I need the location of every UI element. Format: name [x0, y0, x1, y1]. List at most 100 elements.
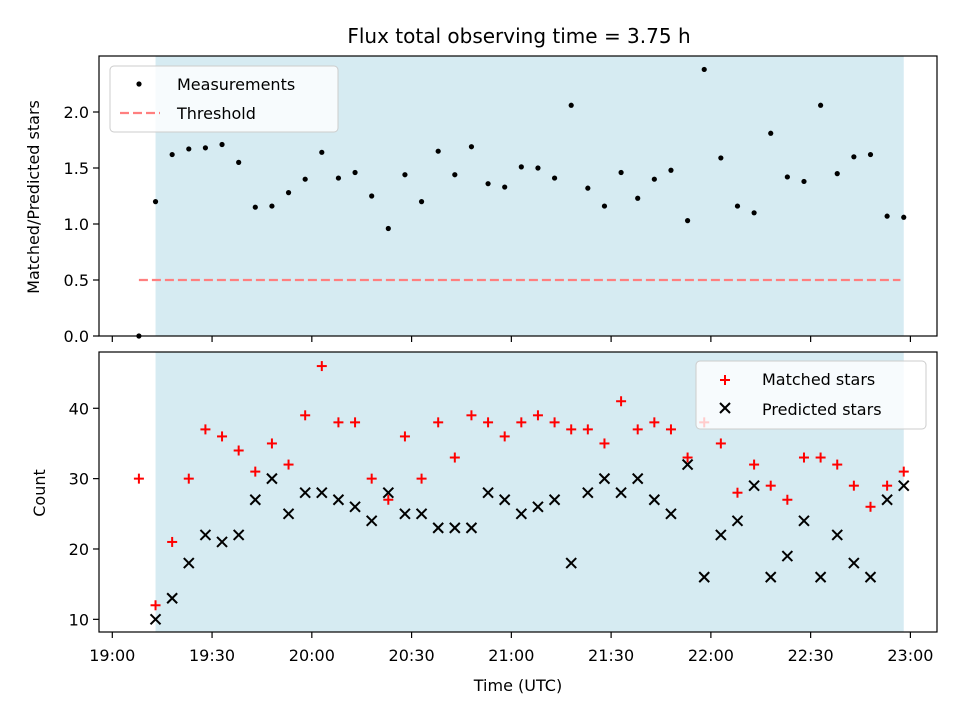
predicted-star-point: [648, 494, 661, 506]
matched-star-point: [566, 424, 577, 435]
measurement-point: [668, 167, 674, 173]
predicted-star-point: [432, 522, 444, 534]
matched-star-point: [266, 438, 277, 449]
matched-star-point: [848, 480, 859, 491]
matched-star-point: [715, 438, 726, 449]
x-tick-label: 20:30: [389, 646, 435, 665]
x-tick-label: 20:00: [289, 646, 335, 665]
measurement-point: [784, 174, 790, 180]
measurement-point: [418, 199, 425, 205]
x-tick-label: 22:30: [788, 646, 834, 665]
y-tick-label: 1.5: [64, 159, 89, 178]
predicted-star-point: [615, 486, 627, 499]
measurement-point: [635, 195, 641, 201]
matched-star-point: [217, 431, 228, 442]
matched-star-point: [665, 424, 676, 435]
predicted-star-point: [532, 501, 544, 513]
legend-measurements-label: Measurements: [177, 75, 295, 94]
measurement-point: [202, 145, 209, 151]
measurement-point: [867, 151, 874, 158]
measurement-point: [219, 141, 225, 148]
measurement-point: [468, 144, 475, 150]
predicted-star-point: [848, 557, 860, 569]
matched-star-point: [150, 600, 161, 611]
predicted-star-point: [166, 592, 178, 604]
predicted-star-point: [698, 571, 710, 583]
matched-star-point: [466, 410, 477, 421]
predicted-star-point: [382, 486, 395, 499]
measurement-point: [152, 199, 159, 205]
matched-star-point: [549, 417, 560, 428]
predicted-star-point: [299, 486, 311, 499]
matched-star-point: [449, 452, 460, 463]
matched-star-point: [599, 438, 610, 449]
measurement-point: [502, 184, 508, 190]
x-tick-label: 21:30: [588, 646, 634, 665]
matched-star-point: [798, 452, 809, 463]
x-tick-label: 21:00: [488, 646, 534, 665]
matched-star-point: [516, 417, 527, 428]
matched-star-point: [433, 417, 444, 428]
y-tick-label: 10: [69, 610, 89, 629]
predicted-star-point: [898, 479, 910, 492]
predicted-star-point: [282, 508, 295, 520]
matched-star-point: [532, 410, 543, 421]
measurement-point: [551, 175, 558, 181]
predicted-star-point: [482, 486, 494, 499]
measurement-point: [701, 66, 707, 73]
y-tick-label: 20: [69, 540, 89, 559]
predicted-star-point: [582, 486, 594, 499]
matched-star-point: [765, 480, 776, 491]
legend-box: [695, 360, 927, 430]
legend-measurement-marker: [136, 81, 142, 87]
matched-star-point: [832, 459, 843, 470]
measurement-point: [452, 172, 458, 178]
matched-star-point: [483, 417, 494, 428]
measurement-point: [618, 169, 624, 176]
measurement-point: [269, 203, 275, 209]
measurement-point: [718, 155, 724, 161]
measurement-point: [485, 181, 491, 187]
predicted-star-point: [681, 458, 694, 471]
predicted-star-point: [498, 494, 511, 506]
predicted-star-point: [565, 557, 577, 569]
matched-star-point: [898, 466, 909, 477]
legend-matched-marker: [720, 375, 730, 385]
y-tick-label: 30: [69, 470, 89, 489]
measurement-point: [169, 151, 175, 158]
y-tick-label: 1.0: [64, 215, 89, 234]
matched-star-point: [616, 396, 627, 407]
predicted-star-point: [864, 571, 877, 583]
matched-star-point: [183, 473, 194, 484]
predicted-star-point: [249, 494, 262, 506]
measurement-point: [901, 214, 907, 220]
count-panel-y-label: Count: [30, 469, 49, 517]
legend-matched-label: Matched stars: [762, 370, 875, 389]
predicted-star-point: [216, 536, 228, 548]
predicted-star-point: [183, 557, 195, 569]
matched-star-point: [732, 487, 743, 498]
y-tick-label: 0.5: [64, 271, 89, 290]
matched-star-point: [250, 466, 261, 477]
matched-star-point: [865, 501, 876, 512]
matched-star-point: [499, 431, 510, 442]
count-panel: 10 20 30 40 19:00 19:30 20:00 20:30 21:00 21:30 22…: [69, 351, 938, 665]
measurement-point: [768, 130, 774, 136]
matched-star-point: [399, 431, 410, 442]
measurement-point: [684, 218, 691, 224]
measurement-point: [568, 102, 574, 108]
predicted-star-point: [199, 529, 212, 541]
measurement-point: [335, 175, 342, 181]
axes-frame: [98, 351, 938, 633]
predicted-star-point: [266, 472, 278, 485]
measurement-point: [751, 210, 757, 216]
y-tick-label: 2.0: [64, 103, 89, 122]
x-tick-label: 22:00: [688, 646, 734, 665]
measurement-point: [319, 149, 325, 155]
measurement-point: [818, 102, 824, 108]
measurement-point: [385, 225, 391, 232]
measurement-point: [236, 159, 242, 165]
predicted-star-point: [316, 486, 328, 499]
y-tick-label: 40: [69, 399, 89, 418]
